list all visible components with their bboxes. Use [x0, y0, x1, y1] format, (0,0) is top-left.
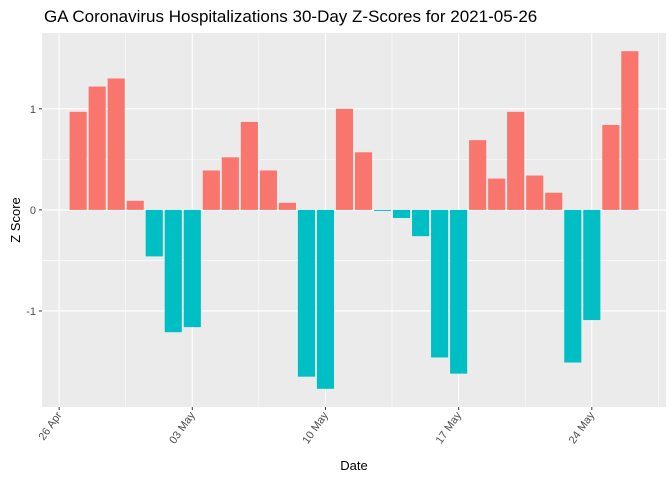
x-tick-label: 03 May — [167, 409, 198, 446]
bar — [621, 51, 639, 210]
bar — [583, 209, 601, 321]
bar — [507, 111, 525, 210]
bar — [393, 209, 411, 218]
bar — [412, 209, 430, 237]
bar — [278, 202, 296, 210]
bar — [88, 86, 106, 210]
bar — [602, 124, 620, 210]
bar — [316, 209, 335, 389]
bar — [564, 209, 582, 363]
bar — [450, 209, 468, 374]
y-tick-label: 1 — [30, 104, 36, 116]
y-axis-title: Z Score — [8, 197, 23, 243]
chart-title: GA Coronavirus Hospitalizations 30-Day Z… — [44, 7, 537, 26]
bar — [126, 200, 144, 210]
x-tick-label: 24 May — [567, 409, 598, 446]
x-tick-label: 17 May — [434, 409, 465, 446]
bar — [145, 209, 163, 257]
x-tick-label: 10 May — [300, 409, 331, 446]
bar — [202, 170, 220, 210]
bar — [526, 175, 544, 210]
bar — [240, 121, 258, 210]
bar — [373, 209, 392, 211]
x-axis: 26 Apr 03 May 10 May 17 May 24 May — [37, 407, 598, 446]
bar — [545, 192, 563, 210]
x-axis-title: Date — [340, 458, 367, 473]
bar — [69, 111, 87, 210]
bar — [335, 108, 354, 210]
x-tick-label: 26 Apr — [37, 410, 65, 443]
bar — [183, 209, 201, 328]
bar — [259, 170, 277, 210]
bar — [164, 209, 182, 333]
y-tick-label: -1 — [26, 306, 36, 318]
bar — [431, 209, 449, 358]
bar — [107, 78, 125, 210]
y-axis: -1 0 1 — [26, 104, 42, 318]
bar — [354, 152, 373, 210]
bar — [221, 157, 239, 210]
bar — [297, 209, 315, 377]
bars — [69, 51, 639, 389]
bar — [469, 140, 487, 210]
bar — [488, 178, 506, 210]
y-tick-label: 0 — [30, 205, 36, 217]
